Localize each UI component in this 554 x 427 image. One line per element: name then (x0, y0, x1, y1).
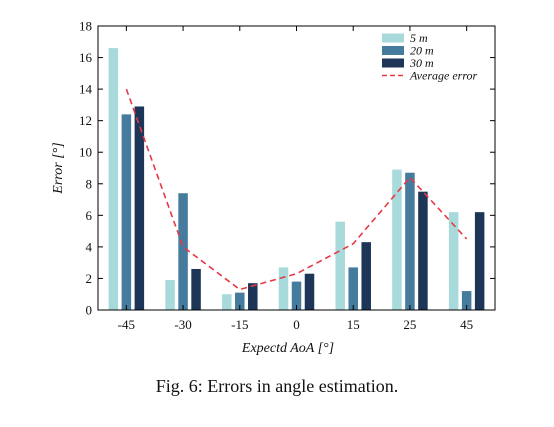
figure-caption: Fig. 6: Errors in angle estimation. (155, 376, 399, 396)
y-tick-label: 6 (86, 208, 93, 223)
legend-label-20-m: 20 m (410, 44, 434, 58)
bar-30-m-45 (134, 106, 145, 310)
y-tick-label: 12 (79, 113, 92, 128)
x-tick-label: -30 (174, 317, 191, 332)
bar-5-m-45 (108, 48, 119, 310)
legend-swatch-5-m (382, 33, 404, 43)
y-tick-label: 4 (86, 239, 93, 254)
y-axis-label: Error [°] (51, 142, 66, 194)
bar-5-m-0 (278, 267, 289, 310)
bar-30-m-25 (418, 191, 428, 310)
average-error-line (125, 88, 468, 291)
legend-swatch-20-m (382, 46, 404, 55)
bar-30-m-0 (304, 273, 315, 310)
x-tick-label: 45 (460, 317, 473, 332)
bar-30-m-30 (191, 268, 201, 310)
bar-30-m-15 (361, 242, 371, 310)
x-tick-label: -15 (231, 317, 248, 332)
legend-label-30-m: 30 m (409, 56, 434, 70)
y-tick-label: 10 (79, 145, 92, 160)
x-tick-label: 0 (293, 317, 300, 332)
bar-5-m-15 (222, 294, 232, 310)
bar-20-m-15 (235, 292, 245, 310)
bar-5-m-25 (392, 169, 402, 310)
x-axis-label: Expectd AoA [°] (241, 341, 334, 356)
bars-layer (108, 48, 485, 310)
bar-20-m-25 (405, 172, 415, 310)
x-tick-label: 15 (347, 317, 360, 332)
y-tick-label: 8 (86, 176, 93, 191)
bar-20-m-0 (291, 281, 302, 310)
bar-20-m-45 (121, 114, 132, 310)
y-tick-label: 0 (86, 303, 93, 318)
bar-20-m-15 (348, 267, 358, 310)
bar-5-m-15 (335, 221, 345, 310)
y-tick-label: 18 (79, 19, 92, 34)
bar-20-m-45 (461, 291, 472, 310)
bar-5-m-30 (165, 280, 175, 310)
bar-30-m-45 (474, 212, 485, 310)
y-tick-label: 2 (86, 271, 93, 286)
x-tick-label: 25 (403, 317, 416, 332)
y-tick-label: 14 (79, 82, 93, 97)
bar-20-m-30 (178, 193, 188, 310)
legend-label-5-m: 5 m (410, 31, 428, 45)
y-tick-label: 16 (79, 50, 93, 65)
ticks-layer: 0 2 4 6 8 10 12 14 16 18 -45 -30 -15 0 15 25 45 (79, 19, 495, 332)
chart: 0 2 4 6 8 10 12 14 16 18 -45 -30 -15 0 15 25 45 Expectd … (51, 19, 496, 356)
bar-30-m-15 (248, 283, 258, 310)
bar-5-m-45 (448, 212, 459, 310)
average-error-layer (125, 88, 468, 291)
x-tick-label: -45 (118, 317, 135, 332)
legend-label-average-error: Average error (409, 69, 478, 83)
legend-swatch-30-m (382, 58, 404, 68)
